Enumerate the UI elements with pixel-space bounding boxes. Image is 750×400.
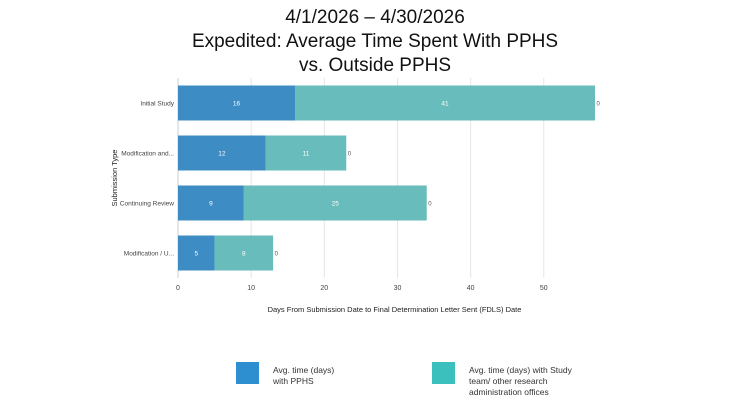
data-label-3-0: 5 — [194, 251, 198, 258]
chart-title-line-3: vs. Outside PPHS — [298, 55, 452, 76]
bar-0-series-1 — [295, 85, 595, 121]
bar-3-series-1 — [214, 235, 274, 271]
legend-item-study-team: Avg. time (days) with Study team/ other … — [432, 362, 589, 398]
legend-swatch-study-team — [432, 362, 455, 384]
data-label-2-0: 9 — [209, 201, 213, 208]
legend-label-study-team-line-2: team/ other research — [469, 376, 548, 386]
legend-label-study-team-line-1: Avg. time (days) with Study — [469, 365, 572, 375]
bar-0-series-0 — [178, 85, 296, 121]
x-tick-label-4: 40 — [467, 285, 475, 292]
data-label-0-0: 16 — [233, 101, 241, 108]
bar-3-series-0 — [178, 235, 215, 271]
bar-2-series-1 — [243, 185, 427, 221]
data-label-1-1: 11 — [303, 151, 310, 158]
x-axis-label: Days From Submission Date to Final Deter… — [268, 305, 522, 314]
data-label-3-2: 0 — [275, 252, 279, 258]
bar-1-series-1 — [265, 135, 347, 171]
x-tick-label-3: 30 — [394, 285, 402, 292]
category-label-2: Continuing Review — [120, 201, 175, 208]
data-label-0-1: 41 — [441, 101, 449, 108]
data-label-2-2: 0 — [428, 202, 432, 208]
legend-item-pphs: Avg. time (days) with PPHS — [236, 362, 393, 387]
legend-label-pphs: Avg. time (days) with PPHS — [273, 362, 393, 387]
x-tick-label-1: 10 — [247, 285, 255, 292]
x-tick-label-0: 0 — [176, 285, 180, 292]
legend-label-pphs-line-1: Avg. time (days) — [273, 365, 335, 375]
data-label-1-2: 0 — [348, 152, 352, 158]
legend-swatch-pphs — [236, 362, 259, 384]
bar-2-series-0 — [178, 185, 244, 221]
chart-title-line-2: Expedited: Average Time Spent With PPHS — [191, 31, 559, 52]
bar-1-series-0 — [178, 135, 266, 171]
legend-label-study-team: Avg. time (days) with Study team/ other … — [469, 362, 589, 398]
category-label-1: Modification and... — [121, 151, 174, 158]
x-tick-label-2: 20 — [320, 285, 328, 292]
legend-label-study-team-line-3: administration offices — [469, 387, 549, 397]
chart-title: 4/1/2026 – 4/30/2026 Expedited: Average … — [0, 6, 750, 78]
category-label-0: Initial Study — [140, 101, 174, 108]
legend-label-pphs-line-2: with PPHS — [273, 376, 314, 386]
data-label-0-2: 0 — [597, 102, 601, 108]
category-label-3: Modification / U... — [124, 251, 174, 258]
y-axis-label: Submission Type — [110, 150, 119, 207]
data-label-3-1: 8 — [242, 251, 246, 258]
data-label-1-0: 12 — [218, 151, 226, 158]
chart-title-line-1: 4/1/2026 – 4/30/2026 — [285, 7, 465, 28]
data-label-2-1: 25 — [332, 201, 340, 208]
x-tick-label-5: 50 — [540, 285, 548, 292]
